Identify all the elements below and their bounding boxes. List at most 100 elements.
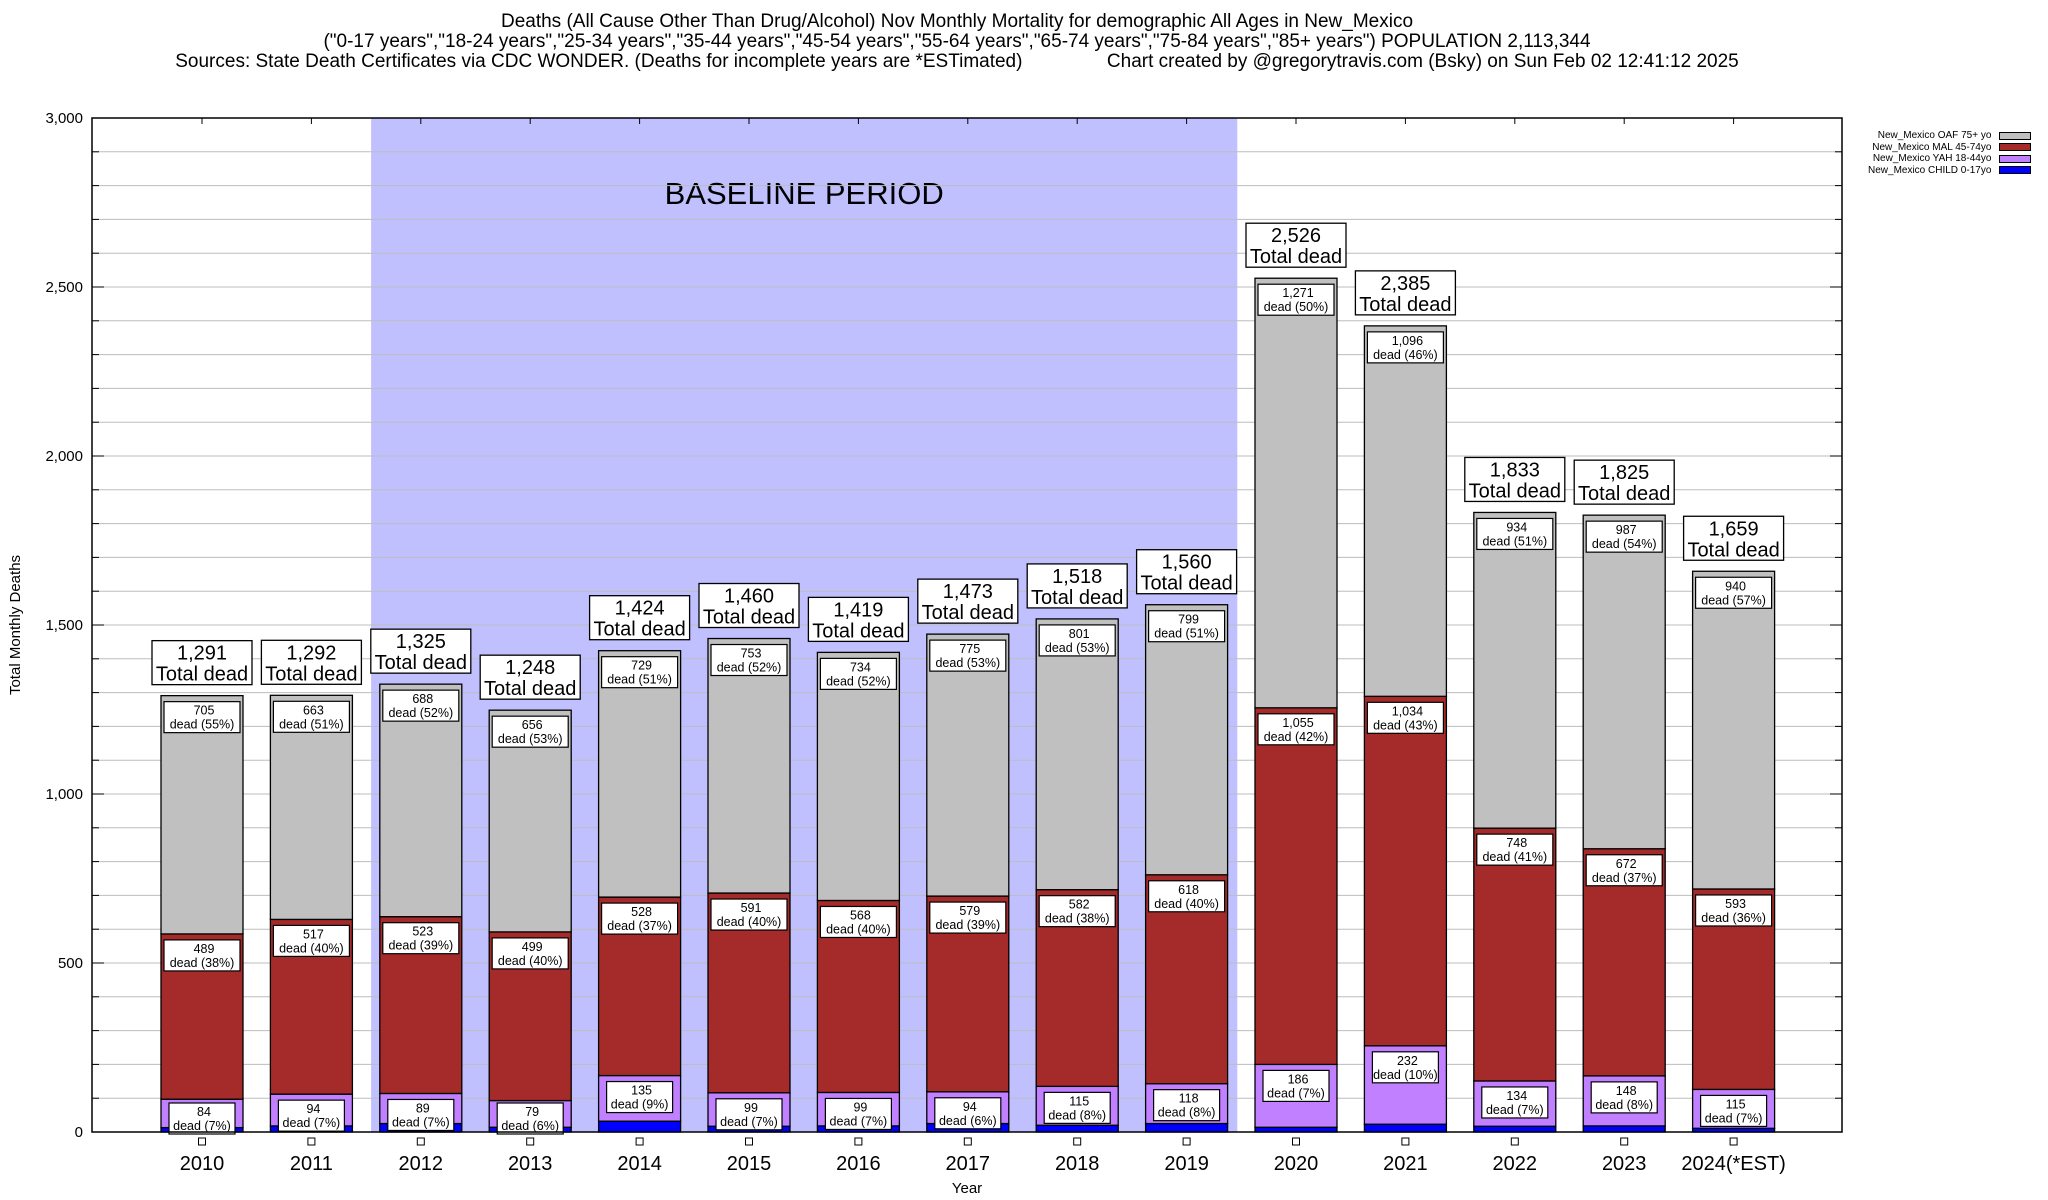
segment-label-box [1699, 1094, 1768, 1128]
total-label-box [1682, 515, 1785, 561]
segment-label-percent: dead (9%) [611, 1098, 669, 1112]
total-label-count: 1,291 [177, 643, 227, 665]
x-tick-label: 2010 [180, 1153, 225, 1175]
segment-label-box [710, 643, 788, 677]
segment-label-count: 934 [1506, 520, 1527, 534]
segment-label-count: 729 [631, 659, 652, 673]
segment-label-box [1038, 895, 1116, 928]
total-label-text: Total dead [1578, 483, 1670, 505]
segment-label-percent: dead (55%) [170, 718, 235, 732]
y-tick-label: 3,000 [45, 110, 83, 127]
segment-label-percent: dead (53%) [1045, 641, 1110, 655]
segment-label-percent: dead (52%) [826, 674, 891, 688]
segment-label-percent: dead (37%) [607, 919, 672, 933]
segment-label-box [496, 1102, 564, 1135]
segment-label-count: 499 [522, 940, 543, 954]
segment-label-box [382, 689, 460, 722]
segment-label-count: 591 [741, 901, 762, 915]
total-label-count: 2,385 [1380, 273, 1430, 295]
total-label-count: 1,248 [505, 657, 555, 679]
segment-label-box [168, 1102, 236, 1135]
segment-label-percent: dead (42%) [1264, 730, 1329, 744]
segment-label-percent: dead (51%) [1482, 534, 1547, 548]
segment-label-count: 99 [853, 1100, 867, 1114]
segment-label-count: 801 [1069, 627, 1090, 641]
segment-label-box [1476, 517, 1554, 551]
x-tick-label: 2021 [1383, 1153, 1428, 1175]
segment-label-percent: dead (38%) [170, 956, 235, 970]
segment-label-box [1476, 833, 1554, 866]
segment-label-count: 232 [1397, 1054, 1418, 1068]
bar-segment [1144, 604, 1229, 876]
total-label-count: 1,560 [1162, 552, 1212, 574]
bar-segment [1035, 1124, 1119, 1133]
segment-label-percent: dead (8%) [1158, 1106, 1216, 1120]
total-label-box [370, 628, 472, 674]
segment-label-count: 134 [1506, 1089, 1527, 1103]
legend: New_Mexico OAF 75+ yo New_Mexico MAL 45-… [1868, 130, 2032, 176]
segment-label-percent: dead (40%) [717, 915, 782, 929]
bar-segment [597, 650, 682, 898]
child-label-marker [526, 1137, 535, 1146]
segment-label-count: 79 [525, 1105, 539, 1119]
segment-label-count: 579 [959, 904, 980, 918]
segment-label-count: 94 [963, 1100, 977, 1114]
segment-label-count: 618 [1178, 883, 1199, 897]
segment-label-box [272, 924, 350, 957]
segment-label-box [1152, 1089, 1221, 1122]
legend-item-yah: New_Mexico YAH 18-44yo [1868, 153, 2032, 165]
child-label-marker [1510, 1137, 1519, 1146]
legend-swatch-icon [1999, 154, 2032, 163]
total-label-box [588, 595, 691, 641]
segment-label-count: 1,055 [1282, 716, 1313, 730]
segment-label-box [605, 1080, 674, 1114]
x-tick-label: 2013 [508, 1153, 553, 1175]
segment-label-count: 1,034 [1392, 704, 1423, 718]
segment-label-percent: dead (7%) [1267, 1086, 1325, 1100]
bar-segment [1473, 1125, 1557, 1133]
bar-segment [1582, 514, 1666, 850]
child-label-marker [416, 1137, 425, 1146]
segment-label-count: 1,096 [1392, 334, 1423, 348]
segment-label-percent: dead (51%) [1154, 627, 1219, 641]
child-label-marker [198, 1137, 206, 1146]
chart-subtitle-sources: Sources: State Death Certificates via CD… [175, 51, 1739, 72]
segment-label-box [491, 715, 569, 748]
segment-label-count: 517 [303, 927, 324, 941]
segment-label-percent: dead (36%) [1701, 911, 1766, 925]
total-label-box [1354, 270, 1457, 316]
segment-label-count: 186 [1288, 1072, 1309, 1086]
total-label-count: 1,518 [1052, 566, 1102, 588]
bar-segment [160, 694, 244, 935]
segment-label-box [1371, 1051, 1440, 1084]
segment-label-count: 734 [850, 660, 871, 674]
bar-segment [1254, 707, 1338, 1066]
segment-label-percent: dead (8%) [1048, 1108, 1106, 1122]
segment-label-count: 115 [1726, 1097, 1746, 1111]
segment-label-box [1481, 1086, 1549, 1119]
segment-label-box [387, 1098, 455, 1132]
total-label-text: Total dead [1250, 246, 1342, 268]
y-tick-label: 2,000 [45, 448, 83, 465]
segment-label-box [491, 937, 569, 970]
x-tick-label: 2024(*EST) [1681, 1153, 1786, 1175]
total-label-count: 1,419 [833, 599, 883, 621]
child-label-marker [1073, 1137, 1082, 1146]
x-tick-label: 2017 [946, 1153, 991, 1175]
total-label-count: 1,833 [1490, 459, 1540, 481]
segment-label-box [929, 901, 1007, 934]
segment-label-box [715, 1098, 783, 1131]
total-label-text: Total dead [922, 602, 1014, 624]
segment-label-box [1147, 610, 1226, 643]
x-tick-label: 2015 [727, 1153, 772, 1175]
segment-label-percent: dead (51%) [607, 673, 672, 687]
bar-segment [816, 651, 901, 902]
total-label-count: 1,460 [724, 586, 774, 608]
segment-label-count: 705 [194, 704, 215, 718]
y-tick-label: 1,000 [45, 786, 83, 803]
total-label-text: Total dead [1140, 573, 1232, 595]
segment-label-box [1257, 283, 1335, 316]
total-label-box [1245, 222, 1347, 268]
segment-label-percent: dead (46%) [1373, 348, 1438, 362]
child-label-marker [1620, 1137, 1629, 1146]
